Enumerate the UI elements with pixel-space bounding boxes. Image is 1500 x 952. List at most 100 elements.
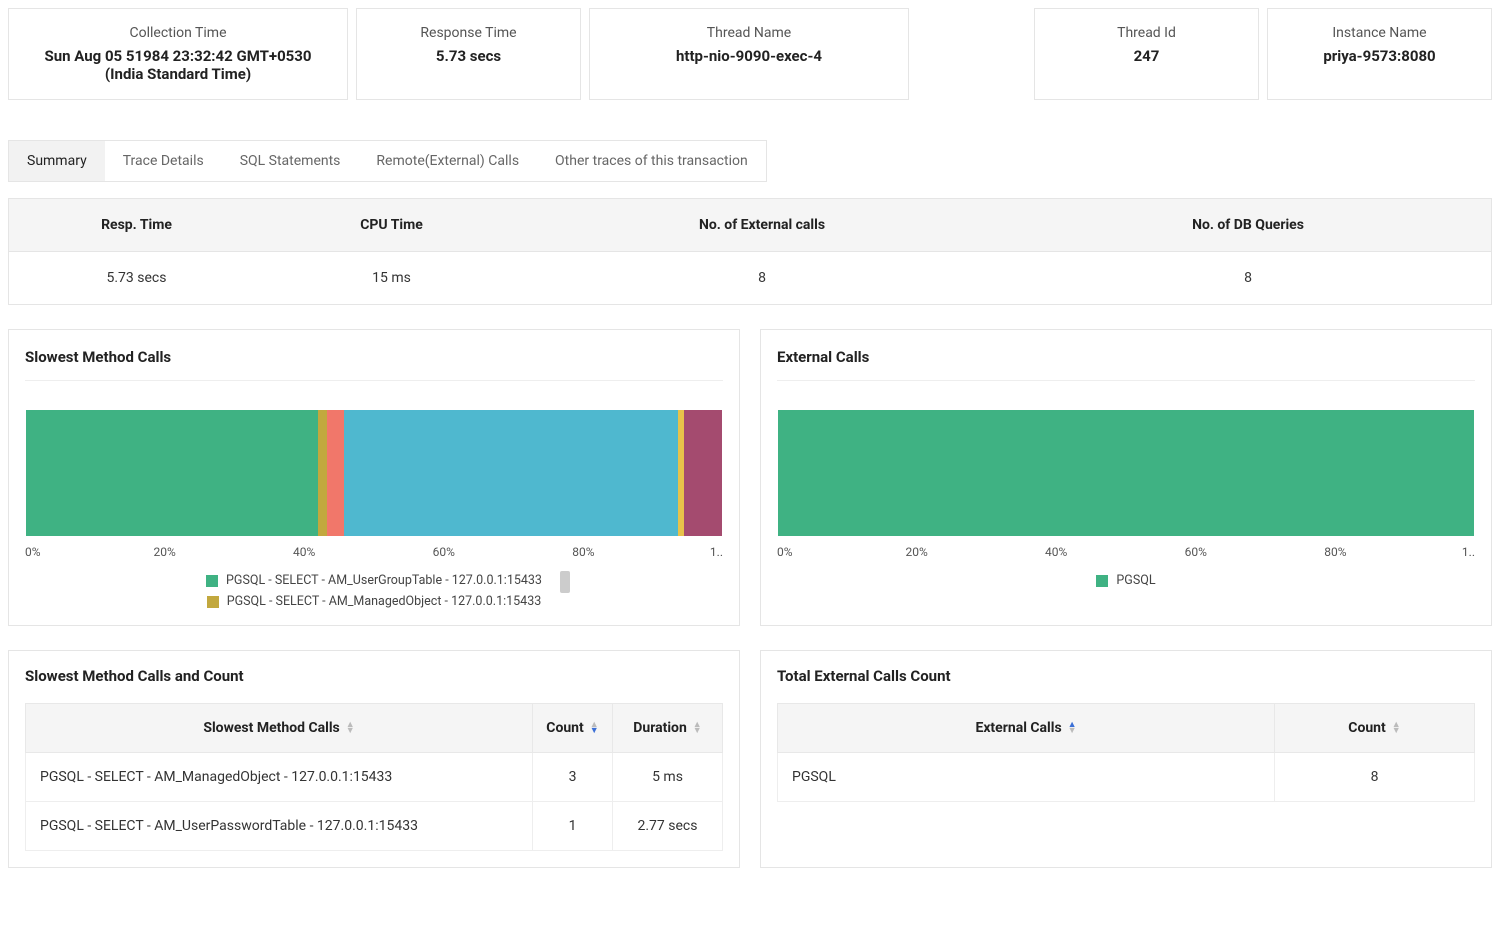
legend-label: PGSQL - SELECT - AM_UserGroupTable - 127… [226, 573, 542, 588]
table-cell: 5 ms [613, 753, 723, 802]
legend-item[interactable]: PGSQL - SELECT - AM_UserGroupTable - 127… [206, 573, 542, 588]
panel-title: Total External Calls Count [777, 667, 1475, 685]
legend-swatch [207, 596, 219, 608]
axis-tick: 0% [25, 545, 41, 559]
tab-other-traces[interactable]: Other traces of this transaction [537, 141, 766, 181]
axis-tick: 60% [1185, 545, 1207, 559]
axis-tick: 80% [572, 545, 594, 559]
tabs: Summary Trace Details SQL Statements Rem… [8, 140, 767, 182]
table-header[interactable]: Count▲▼ [1275, 704, 1475, 753]
table-header[interactable]: Duration▲▼ [613, 704, 723, 753]
table-cell: 3 [533, 753, 613, 802]
x-axis: 0% 20% 40% 60% 80% 1.. [777, 545, 1475, 563]
tab-remote-calls[interactable]: Remote(External) Calls [358, 141, 537, 181]
x-axis: 0% 20% 40% 60% 80% 1.. [25, 545, 723, 563]
axis-tick: 1.. [1462, 545, 1475, 559]
external-calls-panel: External Calls 0% 20% 40% 60% 80% 1.. PGSQL [760, 329, 1492, 626]
bar-segment[interactable] [684, 410, 722, 536]
slowest-table: Slowest Method Calls▲▼Count▲▼Duration▲▼ … [25, 703, 723, 851]
info-label: Collection Time [29, 25, 327, 41]
panel-title: External Calls [777, 348, 1475, 381]
chart-panels-row: Slowest Method Calls 0% 20% 40% 60% 80% 1.. P… [8, 329, 1492, 626]
info-cards-row: Collection Time Sun Aug 05 51984 23:32:4… [8, 8, 1492, 100]
stats-header: No. of External calls [519, 199, 1005, 251]
stats-header: No. of DB Queries [1005, 199, 1491, 251]
info-card-thread-id: Thread Id 247 [1034, 8, 1259, 100]
external-table: External Calls▲▼Count▲▼ PGSQL8 [777, 703, 1475, 802]
stats-value: 15 ms [264, 252, 519, 304]
table-cell: 1 [533, 802, 613, 851]
stats-table: Resp. Time CPU Time No. of External call… [8, 198, 1492, 305]
sort-icon[interactable]: ▲▼ [590, 722, 599, 734]
chart-area: 0% 20% 40% 60% 80% 1.. PGSQL [777, 381, 1475, 588]
legend-item[interactable]: PGSQL - SELECT - AM_ManagedObject - 127.… [207, 594, 542, 609]
info-card-spacer [917, 8, 1026, 100]
tab-summary[interactable]: Summary [9, 141, 105, 181]
sort-icon[interactable]: ▲▼ [346, 722, 355, 734]
axis-tick: 20% [905, 545, 927, 559]
stats-value: 5.73 secs [9, 252, 264, 304]
legend-swatch [206, 575, 218, 587]
table-cell: 8 [1275, 753, 1475, 802]
chart-legend: PGSQL - SELECT - AM_UserGroupTable - 127… [25, 573, 723, 609]
bar-segment[interactable] [778, 410, 1474, 536]
legend-label: PGSQL [1116, 573, 1155, 588]
info-label: Instance Name [1288, 25, 1471, 41]
table-row[interactable]: PGSQL - SELECT - AM_UserPasswordTable - … [26, 802, 723, 851]
info-label: Response Time [377, 25, 560, 41]
table-header[interactable]: Slowest Method Calls▲▼ [26, 704, 533, 753]
table-header[interactable]: External Calls▲▼ [778, 704, 1275, 753]
stats-header: CPU Time [264, 199, 519, 251]
info-value: 247 [1055, 47, 1238, 65]
axis-tick: 40% [293, 545, 315, 559]
chart-area: 0% 20% 40% 60% 80% 1.. PGSQL - SELECT - AM_Us… [25, 381, 723, 609]
table-cell: 2.77 secs [613, 802, 723, 851]
slowest-table-panel: Slowest Method Calls and Count Slowest M… [8, 650, 740, 868]
external-table-panel: Total External Calls Count External Call… [760, 650, 1492, 868]
legend-scrollbar[interactable] [560, 571, 570, 593]
table-header[interactable]: Count▲▼ [533, 704, 613, 753]
sort-icon[interactable]: ▲▼ [1392, 722, 1401, 734]
bar-segment[interactable] [344, 410, 678, 536]
chart-legend: PGSQL [777, 573, 1475, 588]
stats-value: 8 [519, 252, 1005, 304]
info-card-collection-time: Collection Time Sun Aug 05 51984 23:32:4… [8, 8, 348, 100]
panel-title: Slowest Method Calls [25, 348, 723, 381]
panel-title: Slowest Method Calls and Count [25, 667, 723, 685]
tab-sql-statements[interactable]: SQL Statements [222, 141, 359, 181]
info-value: Sun Aug 05 51984 23:32:42 GMT+0530 (Indi… [29, 47, 327, 83]
table-row[interactable]: PGSQL8 [778, 753, 1475, 802]
axis-tick: 1.. [710, 545, 723, 559]
axis-tick: 60% [433, 545, 455, 559]
stacked-bar [777, 409, 1475, 537]
legend-label: PGSQL - SELECT - AM_ManagedObject - 127.… [227, 594, 542, 609]
info-value: http-nio-9090-exec-4 [610, 47, 888, 65]
sort-icon[interactable]: ▲▼ [1068, 722, 1077, 734]
stats-value: 8 [1005, 252, 1491, 304]
info-label: Thread Id [1055, 25, 1238, 41]
legend-swatch [1096, 575, 1108, 587]
info-card-response-time: Response Time 5.73 secs [356, 8, 581, 100]
legend-item[interactable]: PGSQL [1096, 573, 1155, 588]
axis-tick: 20% [153, 545, 175, 559]
tables-row: Slowest Method Calls and Count Slowest M… [8, 650, 1492, 868]
stats-header: Resp. Time [9, 199, 264, 251]
info-value: 5.73 secs [377, 47, 560, 65]
bar-segment[interactable] [327, 410, 344, 536]
bar-segment[interactable] [318, 410, 326, 536]
bar-segment[interactable] [26, 410, 318, 536]
info-card-thread-name: Thread Name http-nio-9090-exec-4 [589, 8, 909, 100]
info-card-instance-name: Instance Name priya-9573:8080 [1267, 8, 1492, 100]
slowest-method-calls-panel: Slowest Method Calls 0% 20% 40% 60% 80% 1.. P… [8, 329, 740, 626]
axis-tick: 0% [777, 545, 793, 559]
table-cell: PGSQL [778, 753, 1275, 802]
info-value: priya-9573:8080 [1288, 47, 1471, 65]
axis-tick: 80% [1324, 545, 1346, 559]
table-cell: PGSQL - SELECT - AM_UserPasswordTable - … [26, 802, 533, 851]
sort-icon[interactable]: ▲▼ [693, 722, 702, 734]
table-cell: PGSQL - SELECT - AM_ManagedObject - 127.… [26, 753, 533, 802]
tab-trace-details[interactable]: Trace Details [105, 141, 222, 181]
stacked-bar [25, 409, 723, 537]
axis-tick: 40% [1045, 545, 1067, 559]
table-row[interactable]: PGSQL - SELECT - AM_ManagedObject - 127.… [26, 753, 723, 802]
